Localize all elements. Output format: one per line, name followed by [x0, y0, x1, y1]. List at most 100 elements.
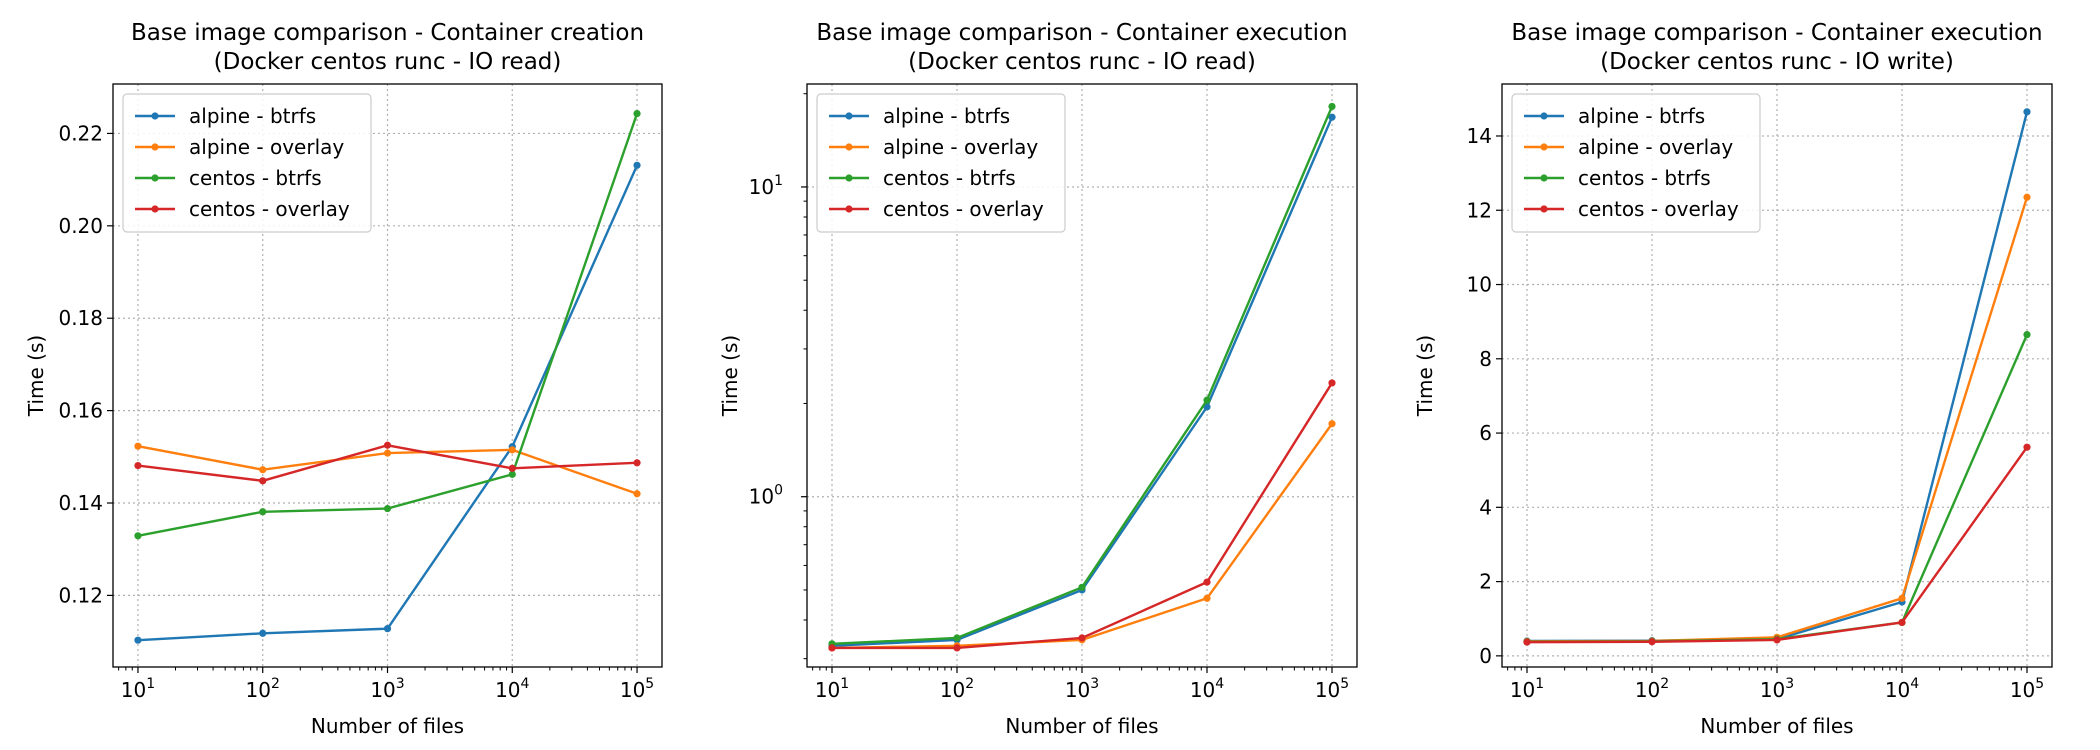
legend-box: [122, 93, 372, 233]
legend-label: centos - overlay: [189, 197, 350, 221]
data-point: [2023, 443, 2031, 451]
legend-label: alpine - btrfs: [189, 104, 316, 128]
data-point: [134, 442, 142, 450]
y-tick-label: 100: [749, 483, 783, 509]
chart-subtitle: (Docker centos runc - IO write): [1600, 49, 1954, 75]
x-tick-label: 101: [815, 676, 849, 702]
x-tick-label: 103: [1760, 676, 1794, 702]
y-tick-label: 2: [1479, 570, 1492, 594]
data-point: [508, 470, 516, 478]
y-axis: 0.12 0.14 0.16 0.18 0.20 0.22: [58, 121, 113, 607]
data-point: [508, 464, 516, 472]
data-point: [1203, 396, 1211, 404]
legend-label: centos - overlay: [1578, 197, 1739, 221]
series-line: [137, 164, 639, 642]
y-axis: 0 2 4 6 8 10 12 14: [1467, 124, 1502, 668]
data-point: [2023, 331, 2031, 339]
data-point: [1078, 634, 1086, 642]
y-tick-label: 8: [1479, 347, 1492, 371]
y-tick-label: 101: [749, 173, 783, 199]
data-point: [1078, 583, 1086, 591]
data-point: [1898, 618, 1906, 627]
data-point: [134, 532, 142, 540]
legend-label: alpine - overlay: [189, 135, 344, 159]
legend-marker: [845, 112, 853, 120]
x-tick-label: 101: [1510, 676, 1544, 702]
chart-title: Base image comparison - Container creati…: [131, 20, 644, 46]
legend-marker: [845, 205, 853, 213]
legend-marker: [1540, 143, 1548, 151]
y-tick-label: 0: [1479, 644, 1492, 668]
legend-marker: [151, 174, 159, 182]
legend-box: [1511, 93, 1761, 233]
legend-marker: [151, 143, 159, 151]
y-axis-label: Time (s): [24, 335, 48, 417]
series-centos-btrfs: [1523, 331, 2031, 646]
data-point: [1328, 420, 1336, 428]
data-point: [2023, 108, 2031, 116]
x-tick-label: 102: [940, 676, 974, 702]
legend-marker: [845, 174, 853, 182]
data-point: [383, 449, 392, 457]
chart-panel-2: 101 102 103 104 105 100 101 Base image comparis…: [718, 20, 1358, 738]
x-tick-label: 103: [370, 676, 404, 702]
legend: alpine - btrfs alpine - overlay centos - b…: [122, 93, 372, 233]
data-point: [633, 459, 641, 467]
data-point: [259, 466, 267, 474]
data-point: [1203, 403, 1211, 411]
legend-label: alpine - overlay: [1578, 135, 1733, 159]
data-point: [1203, 594, 1211, 602]
legend-label: centos - overlay: [883, 197, 1044, 221]
chart-subtitle: (Docker centos runc - IO read): [214, 49, 562, 75]
x-tick-label: 104: [495, 676, 529, 702]
y-tick-label: 0.14: [58, 491, 103, 515]
y-tick-label: 0.12: [58, 583, 103, 607]
data-point: [1328, 102, 1336, 111]
y-tick-label: 14: [1467, 124, 1492, 148]
legend-label: alpine - overlay: [883, 135, 1038, 159]
y-axis: 100 101: [749, 93, 807, 660]
x-axis: 101 102 103 104 105: [118, 667, 654, 702]
x-axis-label: Number of files: [1700, 714, 1853, 738]
y-tick-label: 0.20: [58, 214, 103, 238]
y-tick-label: 4: [1479, 495, 1492, 519]
y-tick-label: 0.18: [58, 306, 103, 330]
legend-marker: [845, 143, 853, 151]
x-tick-label: 104: [1190, 676, 1224, 702]
chart-panel-3: 101 102 103 104 105 0 2 4 6 8 10 12 14 Base image com…: [1413, 20, 2053, 738]
x-tick-label: 105: [1315, 676, 1349, 702]
y-tick-label: 0.16: [58, 399, 103, 423]
data-point: [1328, 113, 1336, 121]
series-centos-overlay: [1523, 443, 2031, 646]
legend-label: centos - btrfs: [1578, 166, 1711, 190]
data-point: [1328, 379, 1336, 387]
legend-marker: [1540, 205, 1548, 213]
series-centos-overlay: [134, 441, 641, 485]
y-tick-label: 12: [1467, 198, 1492, 222]
x-axis: 101 102 103 104 105: [1507, 667, 2044, 702]
data-point: [259, 508, 267, 516]
legend-label: centos - btrfs: [883, 166, 1016, 190]
data-point: [259, 629, 267, 637]
data-point: [383, 625, 392, 633]
legend-label: alpine - btrfs: [883, 104, 1010, 128]
legend: alpine - btrfs alpine - overlay centos - b…: [816, 93, 1066, 233]
x-tick-label: 103: [1065, 676, 1099, 702]
x-tick-label: 104: [1885, 676, 1919, 702]
x-tick-label: 105: [2010, 676, 2044, 702]
legend: alpine - btrfs alpine - overlay centos - b…: [1511, 93, 1761, 233]
y-axis-label: Time (s): [1413, 335, 1437, 417]
series-centos-btrfs: [828, 102, 1336, 648]
data-point: [633, 161, 641, 169]
y-tick-label: 0.22: [58, 121, 103, 145]
legend-marker: [151, 112, 159, 120]
chart-title: Base image comparison - Container execut…: [1511, 20, 2042, 46]
series-alpine-overlay: [134, 442, 641, 498]
x-tick-label: 105: [620, 676, 654, 702]
plot-frame: [1501, 83, 2053, 668]
data-point: [259, 477, 267, 485]
data-point: [134, 636, 142, 644]
legend-label: centos - btrfs: [189, 166, 322, 190]
data-point: [1773, 636, 1781, 644]
data-point: [2023, 193, 2031, 201]
